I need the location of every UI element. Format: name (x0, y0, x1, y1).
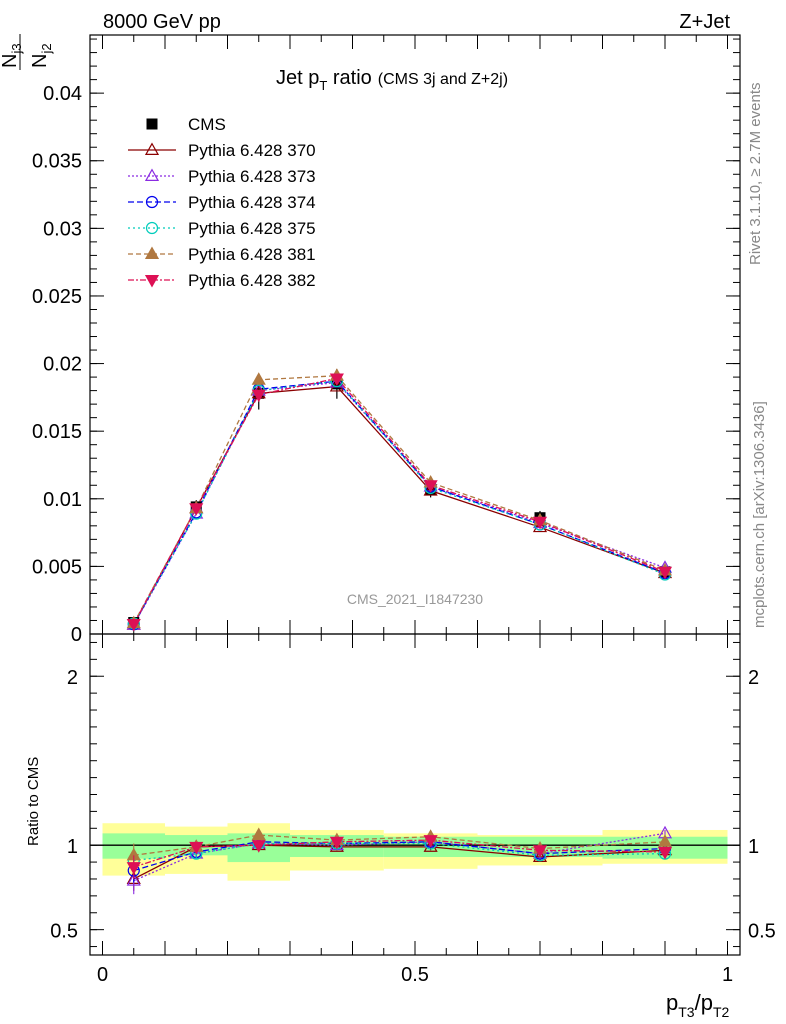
ratio-y-tick-label-right: 1 (748, 836, 759, 858)
ratio-series-6-point (329, 836, 344, 850)
main-y-tick-label: 0.03 (43, 218, 82, 240)
ratio-series-6-point (657, 846, 673, 860)
ratio-frame (89, 633, 741, 956)
main-y-tick-label: 0.02 (43, 354, 82, 376)
series-6-point (423, 480, 438, 493)
ratio-y-tick-label-right: 2 (748, 667, 759, 689)
legend-marker-6 (144, 275, 160, 288)
x-axis-label: pT3/pT2 (666, 990, 730, 1020)
x-tick-label: 0.5 (401, 964, 429, 986)
main-y-tick-label: 0.025 (32, 286, 82, 308)
series-6-point (532, 516, 548, 530)
series-6-point (189, 503, 204, 516)
y-num: N (0, 54, 21, 68)
series-6-point (126, 618, 141, 632)
ratio-series-6-point (423, 835, 438, 848)
legend-label-2: Pythia 6.428 373 (188, 167, 316, 186)
legend-marker-5 (144, 246, 160, 259)
legend-cms-label: CMS (188, 115, 226, 134)
svg-text:Nj3: Nj3 (0, 43, 24, 68)
series-line-5 (133, 375, 666, 624)
legend-marker-4 (145, 221, 159, 235)
ratio-y-tick-label: 2 (67, 667, 78, 689)
legend-label-4: Pythia 6.428 375 (188, 219, 316, 238)
legend-marker-1 (144, 142, 160, 155)
series-line-2 (133, 381, 666, 626)
y-axis-label-main: Nj3 Nj2 (0, 34, 54, 70)
legend-marker-3 (145, 195, 159, 209)
main-panel: 0 0.005 0.01 0.015 0.02 0.025 0.03 0.035 0.04 (32, 34, 741, 646)
main-y-tick-label: 0 (71, 624, 82, 646)
x-tick-label: 0 (97, 964, 108, 986)
series-line-6 (133, 377, 666, 625)
legend-label-3: Pythia 6.428 374 (188, 193, 316, 212)
svg-text:Nj2: Nj2 (29, 43, 54, 68)
ratio-y-tick-label: 1 (67, 836, 78, 858)
main-y-tick-label: 0.01 (43, 489, 82, 511)
series-1-point (532, 519, 548, 533)
y-den-sub: j2 (39, 43, 54, 54)
y-den: N (29, 54, 51, 68)
series-6-point (329, 373, 344, 386)
main-y-tick-label: 0.04 (43, 83, 82, 105)
legend-label-6: Pythia 6.428 382 (188, 271, 316, 290)
ratio-series-6-point (532, 845, 548, 858)
main-y-tick-label: 0.005 (32, 556, 82, 578)
main-y-tick-label: 0.035 (32, 151, 82, 173)
ratio-series-6-point (251, 840, 266, 853)
energy-label: 8000 GeV pp (103, 11, 221, 33)
series-line-3 (133, 380, 666, 625)
ratio-series-1-point (329, 839, 344, 852)
legend-label-5: Pythia 6.428 381 (188, 245, 316, 264)
legend: CMS Pythia 6.428 370 Pythia 6.428 373 Pythi… (128, 115, 316, 290)
ratio-series-5-point (251, 827, 266, 841)
process-label: Z+Jet (679, 11, 730, 33)
ratio-y-tick-label: 0.5 (50, 921, 78, 943)
rivet-label: Rivet 3.1.10, ≥ 2.7M events (747, 83, 764, 266)
series-line-4 (133, 380, 666, 624)
ratio-series-2-point (126, 873, 141, 886)
mcplots-label: mcplots.cern.ch [arXiv:1306.3436] (751, 401, 768, 628)
series-6-point (251, 389, 266, 403)
ratio-series-5-point (657, 834, 673, 847)
series-6-point (657, 566, 673, 580)
x-tick-label: 1 (722, 964, 733, 986)
ratio-y-tick-label-right: 0.5 (748, 921, 776, 943)
legend-label-1: Pythia 6.428 370 (188, 141, 316, 160)
series-1-point (423, 483, 438, 496)
analysis-watermark: CMS_2021_I1847230 (347, 591, 483, 607)
legend-cms-marker (146, 118, 158, 130)
series-5-point (251, 372, 266, 385)
series-line-1 (133, 385, 666, 626)
ratio-series-6-point (189, 841, 204, 855)
main-y-tick-label: 0.015 (32, 421, 82, 443)
y-num-sub: j3 (9, 43, 24, 54)
legend-marker-2 (144, 168, 160, 181)
ratio-panel: 0.5 0.5 1 1 2 2 0 0.5 1 (50, 633, 776, 986)
ratio-series-6-point (126, 862, 141, 875)
y-axis-label-ratio: Ratio to CMS (25, 757, 42, 846)
chart-title: Jet pT ratio (CMS 3j and Z+2j) (276, 67, 508, 93)
